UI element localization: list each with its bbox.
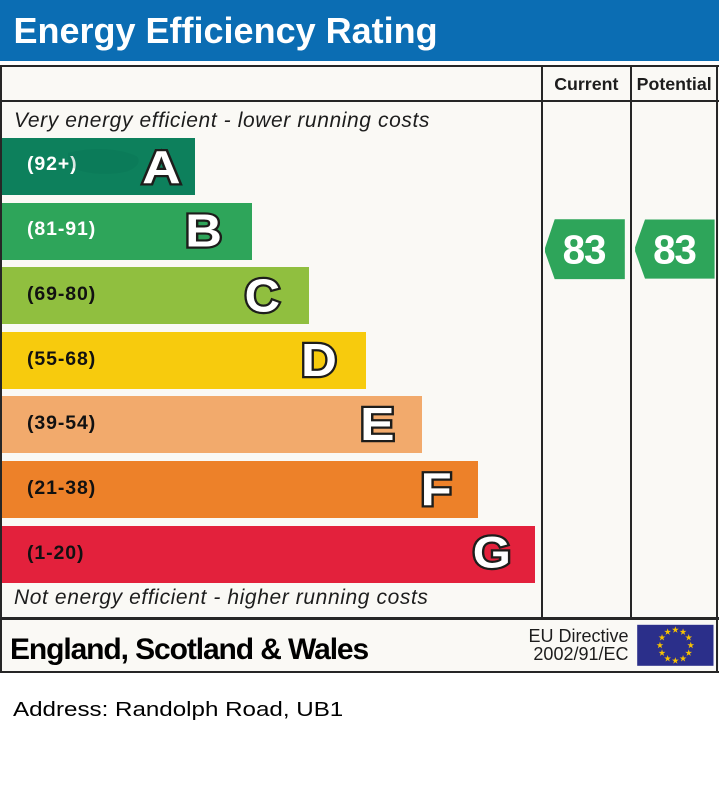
- svg-text:83: 83: [653, 226, 696, 272]
- svg-text:C: C: [245, 270, 280, 322]
- svg-text:F: F: [421, 463, 452, 515]
- svg-text:83: 83: [563, 227, 606, 273]
- svg-text:E: E: [360, 398, 394, 450]
- svg-text:D: D: [301, 334, 337, 386]
- svg-text:A: A: [142, 141, 181, 193]
- svg-text:G: G: [473, 529, 511, 578]
- svg-text:B: B: [185, 204, 222, 256]
